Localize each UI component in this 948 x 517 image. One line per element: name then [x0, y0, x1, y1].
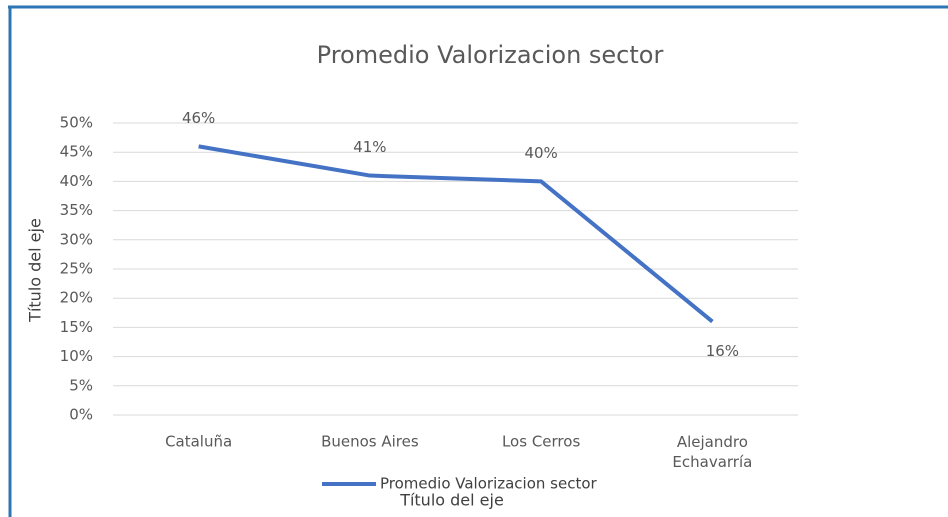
- x-tick-label: Cataluña: [165, 433, 232, 451]
- legend-label: Promedio Valorizacion sector: [380, 475, 598, 493]
- y-tick-label: 40%: [60, 172, 93, 190]
- x-tick-label: Los Cerros: [502, 433, 580, 451]
- y-tick-label: 5%: [69, 376, 93, 394]
- x-tick-label: Buenos Aires: [321, 433, 419, 451]
- y-tick-label: 35%: [60, 201, 93, 219]
- y-tick-label: 0%: [69, 406, 93, 424]
- x-tick-label: Alejandro Echavarría: [672, 433, 752, 471]
- x-axis-title: Título del eje: [399, 491, 504, 510]
- y-tick-label: 50%: [60, 114, 93, 132]
- y-tick-label: 15%: [60, 318, 93, 336]
- y-axis-title: Título del eje: [26, 218, 45, 323]
- data-label: 40%: [524, 144, 557, 162]
- y-tick-label: 25%: [60, 260, 93, 278]
- y-tick-label: 10%: [60, 347, 93, 365]
- data-label: 41%: [353, 138, 386, 156]
- y-tick-label: 20%: [60, 289, 93, 307]
- data-label: 16%: [706, 342, 739, 360]
- chart-title: Promedio Valorizacion sector: [317, 41, 664, 69]
- y-tick-label: 45%: [60, 143, 93, 161]
- data-label: 46%: [182, 109, 215, 127]
- y-tick-label: 30%: [60, 230, 93, 248]
- data-line: [198, 144, 714, 324]
